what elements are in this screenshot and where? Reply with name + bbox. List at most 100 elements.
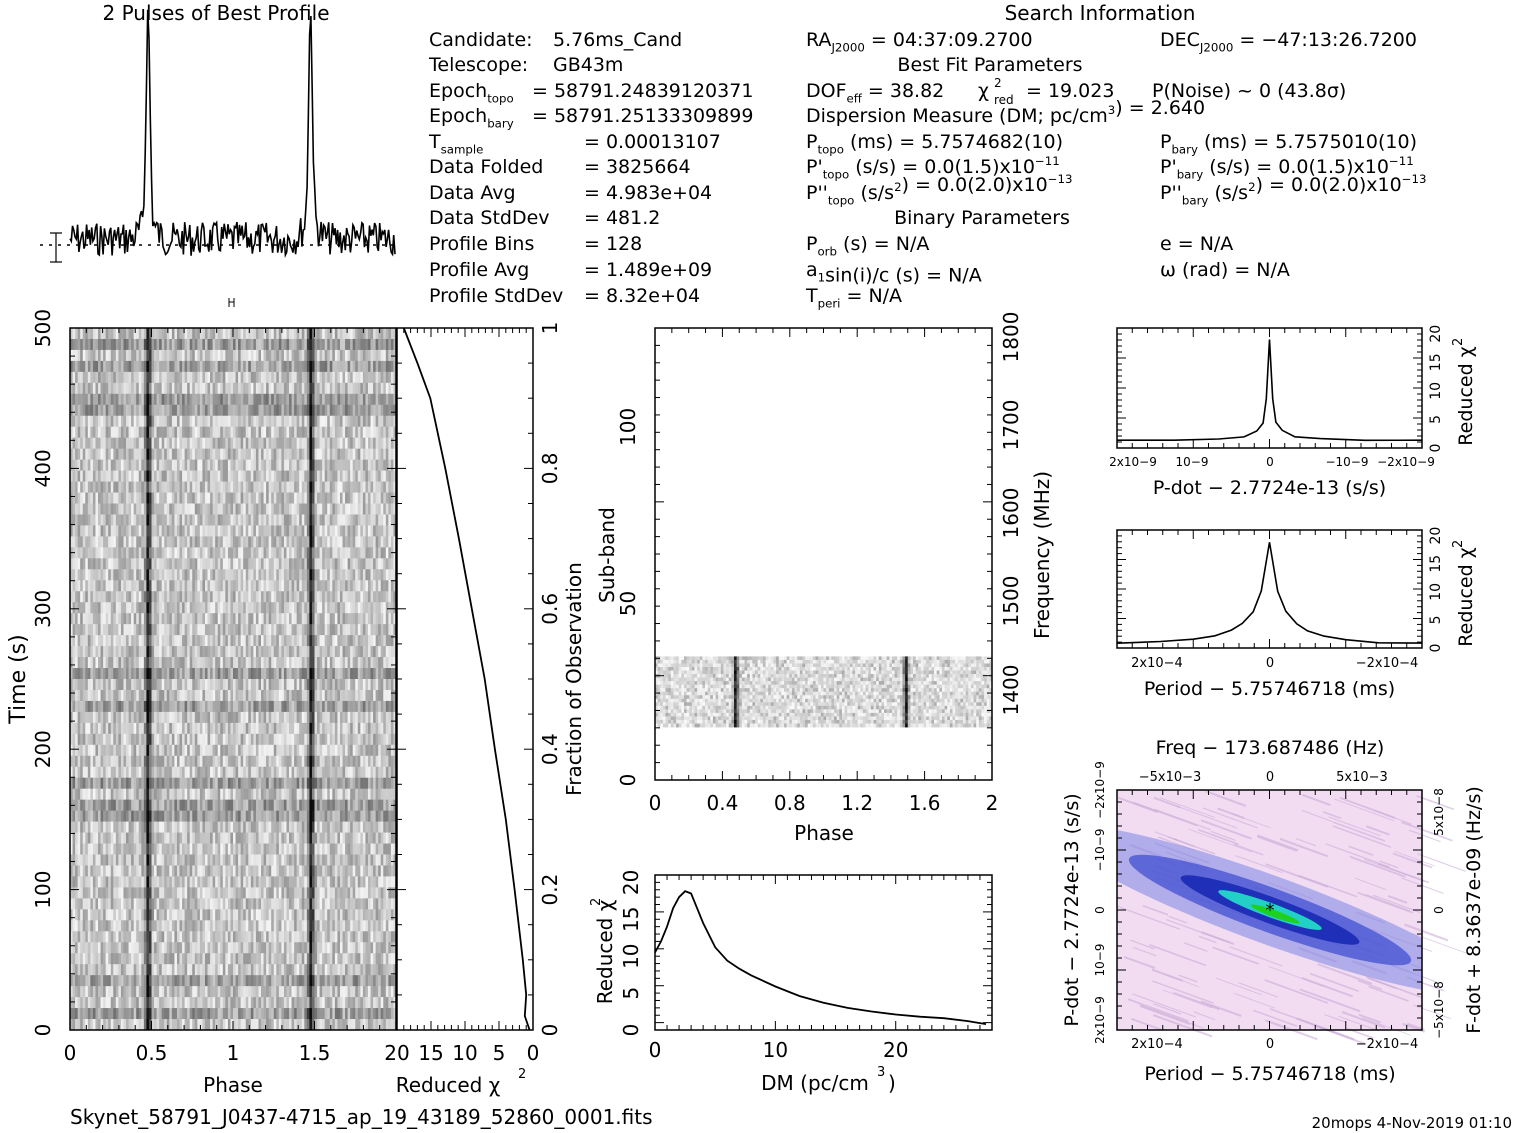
tp-cell [238, 492, 242, 504]
tp-cell [148, 722, 152, 735]
tp-cell [72, 657, 76, 669]
tp-cell [164, 558, 168, 570]
tp-cell [334, 415, 338, 428]
tp-cell [261, 668, 264, 680]
tp-cell [283, 580, 287, 592]
tp-cell [388, 514, 392, 526]
tp-cell [174, 470, 178, 482]
tp-cell [233, 404, 236, 417]
tp-cell [263, 547, 267, 559]
tp-cell [230, 613, 234, 625]
tp-cell [278, 404, 282, 417]
tp-cell [278, 569, 282, 581]
tp-cell [339, 525, 343, 537]
tp-cell [339, 657, 343, 669]
tp-cell [171, 492, 175, 504]
tp-cell [159, 459, 163, 471]
tp-cell [357, 668, 361, 680]
tp-cell [390, 404, 394, 417]
tp-cell [82, 591, 86, 603]
tp-cell [245, 536, 249, 548]
tp-cell [334, 426, 338, 439]
tp-cell [87, 426, 91, 439]
tp-cell [194, 613, 198, 625]
tp-cell [202, 503, 206, 515]
tp-cell [90, 437, 94, 450]
tp-cell [72, 470, 76, 482]
tp-cell [327, 733, 331, 746]
tp-cell [350, 657, 354, 669]
tp-cell [250, 481, 254, 493]
tp-cell [166, 448, 170, 461]
tp-cell [161, 415, 165, 428]
tp-cell [373, 536, 377, 548]
tp-cell [161, 580, 165, 592]
tp-cell [118, 459, 122, 471]
tp-cell [189, 569, 193, 581]
tp-cell [179, 569, 183, 581]
tp-cell [171, 426, 175, 439]
tp-cell [105, 470, 109, 482]
tp-cell [373, 657, 377, 669]
tp-cell [98, 503, 101, 515]
tp-cell [131, 733, 135, 746]
tp-cell [299, 328, 303, 340]
tp-cell [261, 470, 264, 482]
tp-cell [350, 547, 354, 559]
tp-cell [164, 591, 168, 603]
tp-cell [248, 558, 252, 570]
tp-cell [370, 448, 374, 461]
tp-cell [95, 711, 99, 724]
tp-cell [266, 602, 270, 614]
tp-cell [352, 646, 356, 658]
tp-cell [225, 437, 229, 450]
tp-cell [276, 613, 280, 625]
tp-cell [148, 547, 152, 559]
tp-cell [212, 338, 216, 351]
tp-cell [390, 657, 394, 669]
tp-cell [164, 711, 168, 724]
tp-cell [380, 580, 384, 592]
tp-cell [92, 426, 96, 439]
tp-cell [319, 437, 323, 450]
tp-cell [263, 646, 267, 658]
tp-cell [311, 679, 315, 691]
tp-cell [225, 470, 229, 482]
tp-cell [337, 711, 341, 724]
tp-cell [103, 591, 107, 603]
tp-cell [245, 569, 249, 581]
porb-line: Porb (s) = N/A [806, 233, 929, 258]
tp-cell [373, 525, 377, 537]
tp-cell [118, 547, 122, 559]
tp-cell [176, 525, 180, 537]
tp-cell [273, 613, 277, 625]
tp-cell [87, 360, 91, 373]
tp-cell [230, 700, 234, 713]
tp-cell [159, 558, 163, 570]
tp-cell [92, 481, 96, 493]
tp-cell [347, 591, 351, 603]
tp-cell [317, 360, 320, 373]
tp-cell [217, 514, 221, 526]
tp-cell [207, 602, 211, 614]
tp-cell [169, 448, 173, 461]
tp-cell [273, 514, 277, 526]
tp-cell [248, 547, 252, 559]
tp-cell [133, 492, 137, 504]
tp-cell [225, 668, 229, 680]
tp-cell [166, 646, 170, 658]
tp-cell [90, 722, 94, 735]
tp-cell [217, 711, 221, 724]
tp-cell [319, 371, 323, 384]
tp-cell [92, 624, 96, 636]
tp-cell [255, 569, 259, 581]
tp-cell [337, 733, 341, 746]
tp-cell [136, 404, 140, 417]
tp-cell [365, 700, 369, 713]
tp-cell [207, 426, 211, 439]
tp-cell [92, 547, 96, 559]
tp-cell [202, 328, 206, 340]
tp-cell [360, 459, 364, 471]
tp-cell [345, 679, 349, 691]
tp-cell [154, 415, 157, 428]
